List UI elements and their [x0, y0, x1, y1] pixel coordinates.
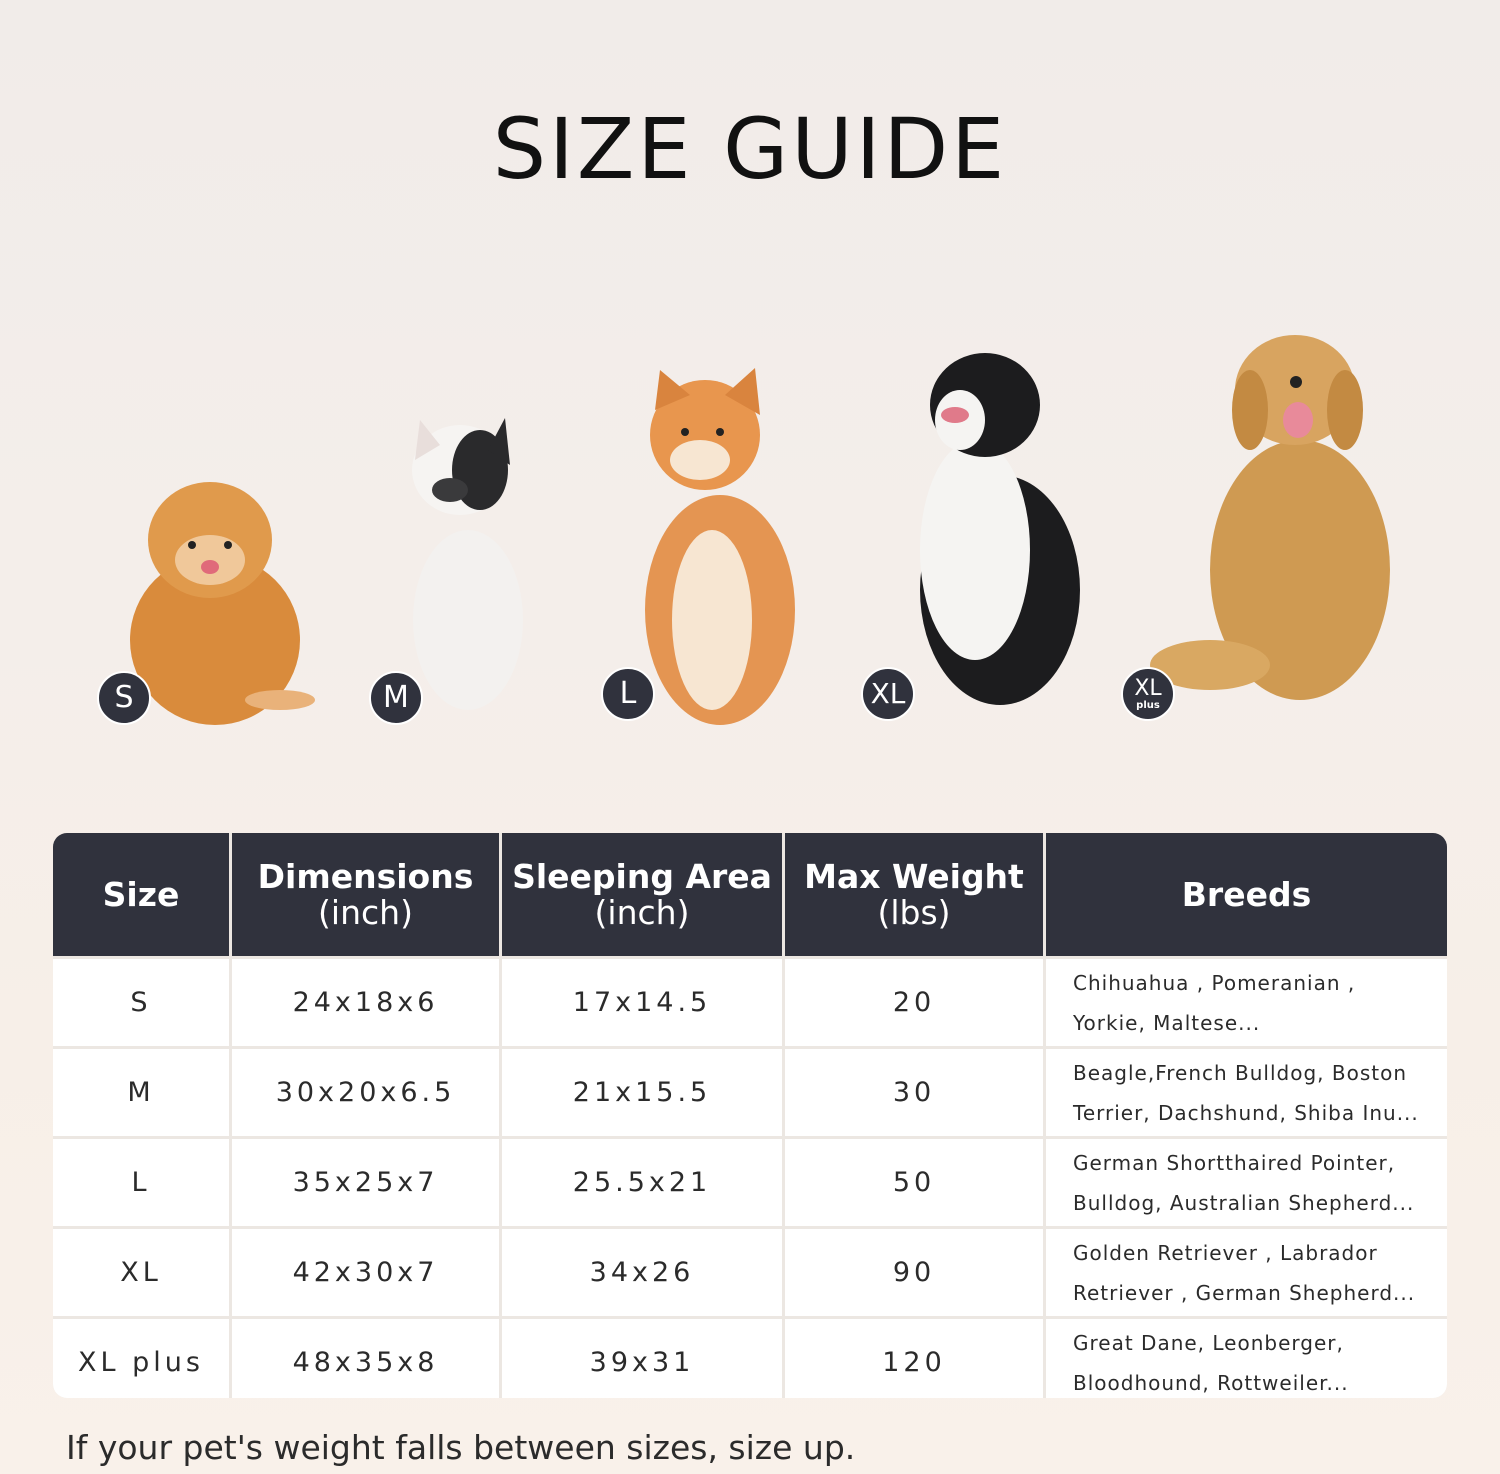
- header-dimensions: Dimensions (inch): [232, 833, 502, 959]
- size-cell: L: [53, 1139, 232, 1229]
- table-row: S 24x18x6 17x14.5 20 Chihuahua , Pomeranian …: [53, 959, 1447, 1049]
- table-header-row: Size Dimensions (inch) Sleeping Area (inch…: [53, 833, 1447, 959]
- breeds-cell: Great Dane, Leonberger, Bloodhound, Rottw…: [1046, 1319, 1447, 1398]
- size-cell: S: [53, 959, 232, 1049]
- golden-retriever-image: [1150, 335, 1390, 700]
- shiba-inu-image: [645, 368, 795, 725]
- dimensions-cell: 35x25x7: [232, 1139, 502, 1229]
- dimensions-cell: 30x20x6.5: [232, 1049, 502, 1139]
- sleeping-area-cell: 39x31: [502, 1319, 785, 1398]
- breeds-cell: Beagle,French Bulldog, Boston Terrier, Da…: [1046, 1049, 1447, 1139]
- size-badge-l: L: [601, 667, 655, 721]
- max-weight-cell: 20: [785, 959, 1046, 1049]
- breeds-line: Bloodhound, Rottweiler...: [1073, 1370, 1349, 1395]
- breeds-line: Retriever , German Shepherd...: [1073, 1280, 1416, 1305]
- table-row: M 30x20x6.5 21x15.5 30 Beagle,French Bulldog…: [53, 1049, 1447, 1139]
- breeds-cell: Golden Retriever , Labrador Retriever , G…: [1046, 1229, 1447, 1319]
- dimensions-cell: 42x30x7: [232, 1229, 502, 1319]
- badge-label: L: [619, 676, 637, 711]
- breeds-line: Golden Retriever , Labrador: [1073, 1240, 1378, 1265]
- sleeping-area-cell: 17x14.5: [502, 959, 785, 1049]
- size-cell: XL plus: [53, 1319, 232, 1398]
- size-cell: M: [53, 1049, 232, 1139]
- sleeping-area-cell: 25.5x21: [502, 1139, 785, 1229]
- badge-label: S: [114, 680, 134, 715]
- header-breeds: Breeds: [1046, 833, 1447, 959]
- size-badge-m: M: [369, 671, 423, 725]
- max-weight-cell: 90: [785, 1229, 1046, 1319]
- dimensions-cell: 48x35x8: [232, 1319, 502, 1398]
- breeds-line: Great Dane, Leonberger,: [1073, 1330, 1344, 1355]
- border-collie-image: [920, 353, 1080, 705]
- breeds-line: Terrier, Dachshund, Shiba Inu...: [1073, 1100, 1419, 1125]
- size-badge-xl: XL: [861, 667, 915, 721]
- size-table: Size Dimensions (inch) Sleeping Area (inch…: [53, 833, 1447, 1398]
- pomeranian-image: [130, 482, 315, 725]
- breeds-cell: Chihuahua , Pomeranian , Yorkie, Maltese.…: [1046, 959, 1447, 1049]
- table-row: XL plus 48x35x8 39x31 120 Great Dane, Leonbe…: [53, 1319, 1447, 1398]
- badge-label: M: [383, 680, 409, 715]
- page-title: SIZE GUIDE: [492, 100, 1008, 198]
- dimensions-cell: 24x18x6: [232, 959, 502, 1049]
- size-badge-s: S: [97, 671, 151, 725]
- breeds-line: German Shortthaired Pointer,: [1073, 1150, 1396, 1175]
- header-max-weight: Max Weight (lbs): [785, 833, 1046, 959]
- size-badge-xl-plus: XL plus: [1121, 667, 1175, 721]
- breeds-line: Chihuahua , Pomeranian ,: [1073, 970, 1356, 995]
- dogs-illustration: [130, 335, 1390, 725]
- badge-label: XL: [1134, 676, 1162, 701]
- french-bulldog-image: [412, 418, 523, 710]
- table-row: XL 42x30x7 34x26 90 Golden Retriever , Labra…: [53, 1229, 1447, 1319]
- size-note: If your pet's weight falls between sizes…: [66, 1428, 856, 1467]
- breeds-line: Bulldog, Australian Shepherd...: [1073, 1190, 1415, 1215]
- sleeping-area-cell: 21x15.5: [502, 1049, 785, 1139]
- breeds-line: Beagle,French Bulldog, Boston: [1073, 1060, 1408, 1085]
- breeds-cell: German Shortthaired Pointer, Bulldog, Aus…: [1046, 1139, 1447, 1229]
- header-sleeping-area: Sleeping Area (inch): [502, 833, 785, 959]
- table-row: L 35x25x7 25.5x21 50 German Shortthaired Poi…: [53, 1139, 1447, 1229]
- max-weight-cell: 50: [785, 1139, 1046, 1229]
- header-size: Size: [53, 833, 232, 959]
- size-cell: XL: [53, 1229, 232, 1319]
- badge-sublabel: plus: [1136, 700, 1160, 711]
- max-weight-cell: 30: [785, 1049, 1046, 1139]
- badge-label: XL: [870, 677, 906, 710]
- sleeping-area-cell: 34x26: [502, 1229, 785, 1319]
- max-weight-cell: 120: [785, 1319, 1046, 1398]
- breeds-line: Yorkie, Maltese...: [1073, 1010, 1261, 1035]
